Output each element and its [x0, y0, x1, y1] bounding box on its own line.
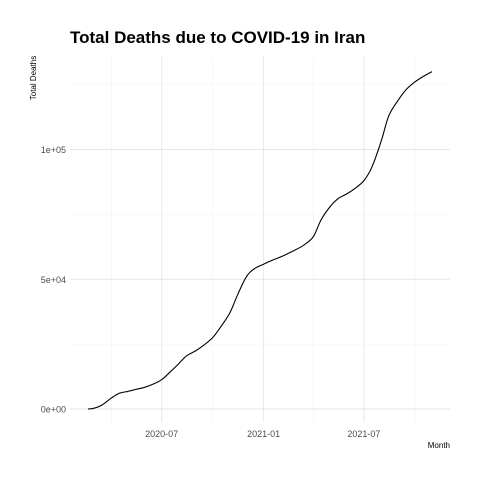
y-tick-label: 0e+00: [41, 405, 66, 415]
x-tick-label: 2021-01: [247, 429, 280, 439]
y-axis-label: Total Deaths: [29, 56, 38, 100]
y-tick-label: 1e+05: [41, 145, 66, 155]
x-tick-label: 2021-07: [347, 429, 380, 439]
y-tick-label: 5e+04: [41, 275, 66, 285]
x-tick-label: 2020-07: [145, 429, 178, 439]
x-axis-label: Month: [428, 441, 450, 450]
chart-title: Total Deaths due to COVID-19 in Iran: [70, 28, 365, 47]
